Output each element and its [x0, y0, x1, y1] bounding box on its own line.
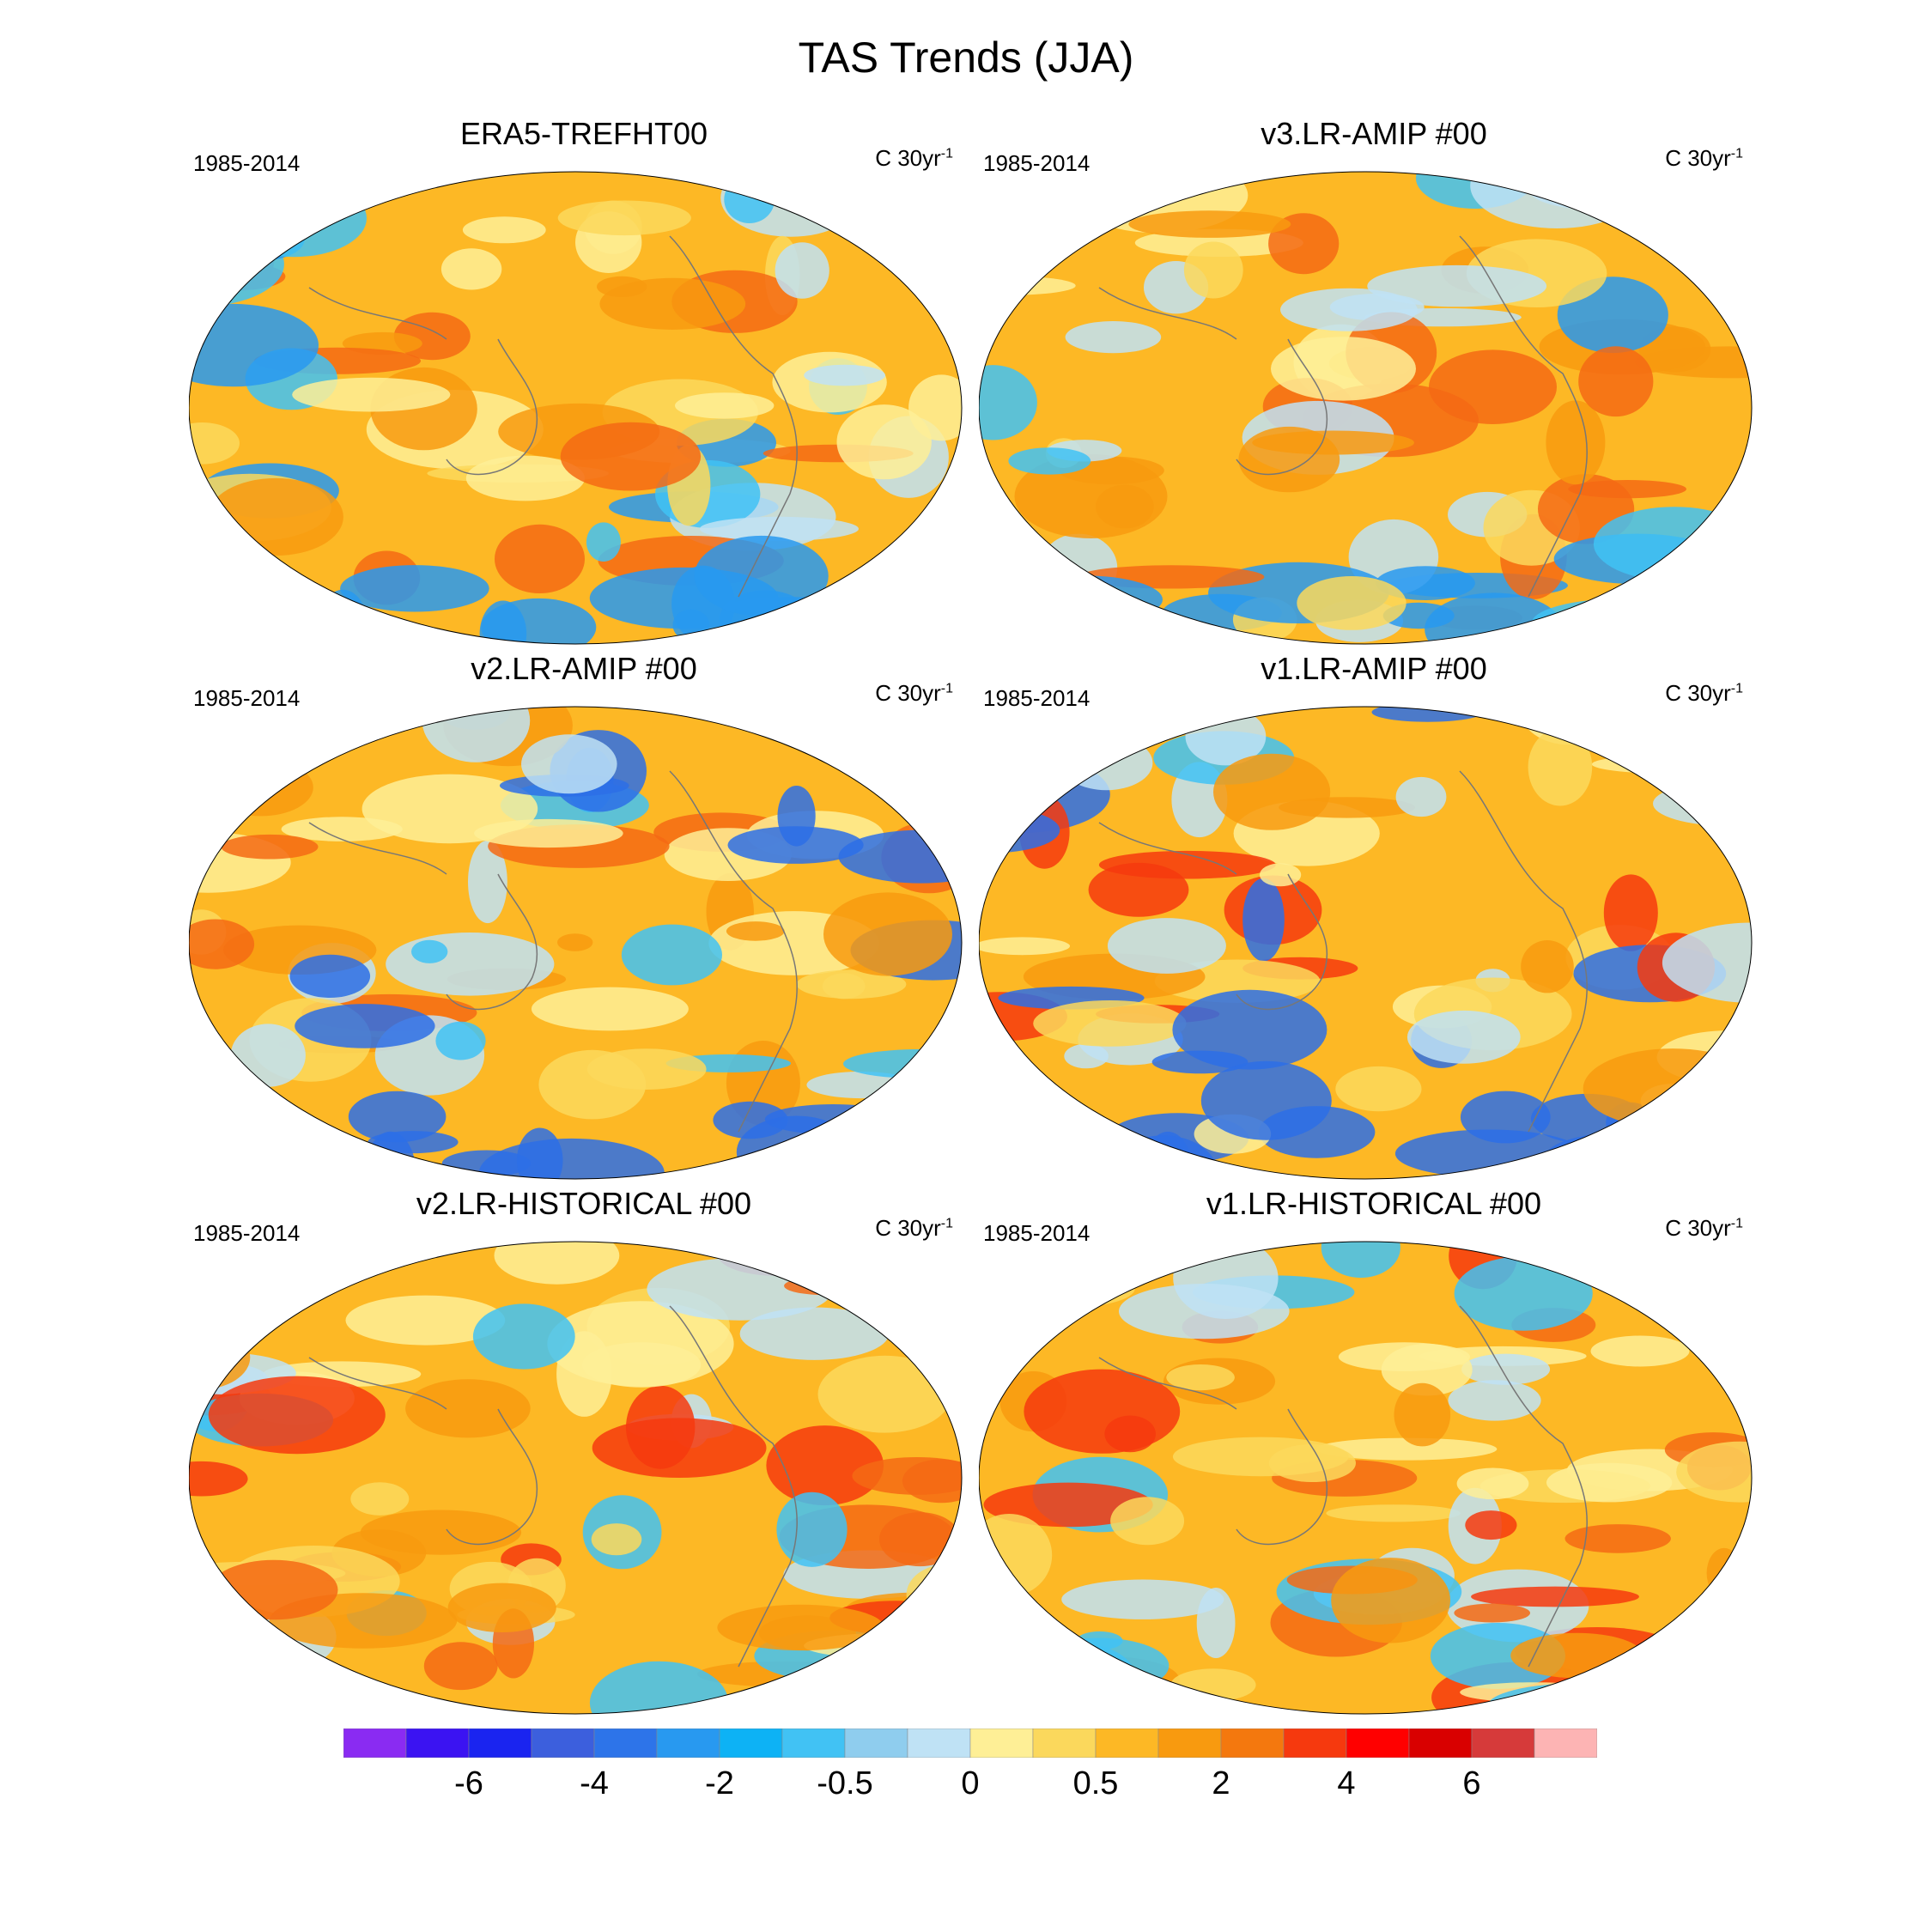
map-plot	[189, 1241, 963, 1715]
panel-units: C 30yr-1	[1665, 680, 1743, 706]
colorbar-tick-label: 2	[1212, 1765, 1230, 1801]
colorbar-swatch	[1471, 1728, 1535, 1758]
colorbar-swatch	[907, 1728, 971, 1758]
colorbar-swatch	[1408, 1728, 1473, 1758]
map-panel-v1-amip: v1.LR-AMIP #00 1985-2014 C 30yr-1	[979, 651, 1769, 1183]
map-panel-v2-historical: v2.LR-HISTORICAL #00 1985-2014 C 30yr-1	[189, 1186, 979, 1718]
colorbar-swatch	[969, 1728, 1034, 1758]
panel-period: 1985-2014	[983, 150, 1091, 176]
panel-period: 1985-2014	[983, 1220, 1091, 1246]
colorbar-swatch	[1157, 1728, 1222, 1758]
panel-title: v1.LR-HISTORICAL #00	[1206, 1186, 1542, 1221]
colorbar-swatch	[844, 1728, 908, 1758]
panel-units: C 30yr-1	[1665, 1215, 1743, 1241]
map-panel-era5: ERA5-TREFHT00 1985-2014 C 30yr-1	[189, 116, 979, 648]
panel-units: C 30yr-1	[1665, 145, 1743, 171]
colorbar-swatch	[1032, 1728, 1097, 1758]
figure-title: TAS Trends (JJA)	[798, 33, 1134, 82]
colorbar-swatch	[781, 1728, 846, 1758]
colorbar-swatch	[343, 1728, 407, 1758]
map-panel-v3-amip: v3.LR-AMIP #00 1985-2014 C 30yr-1	[979, 116, 1769, 648]
colorbar-tick-label: -2	[705, 1765, 734, 1801]
panel-title: v1.LR-AMIP #00	[1261, 651, 1487, 686]
panel-period: 1985-2014	[193, 1220, 301, 1246]
panel-period: 1985-2014	[983, 685, 1091, 711]
colorbar-swatch	[1346, 1728, 1410, 1758]
colorbar-tick-label: 4	[1337, 1765, 1356, 1801]
colorbar-swatch	[468, 1728, 532, 1758]
colorbar-tick-label: -0.5	[817, 1765, 873, 1801]
map-panel-v2-amip: v2.LR-AMIP #00 1985-2014 C 30yr-1	[189, 651, 979, 1183]
map-panel-v1-historical: v1.LR-HISTORICAL #00 1985-2014 C 30yr-1	[979, 1186, 1769, 1718]
colorbar-swatch	[719, 1728, 783, 1758]
map-plot	[979, 171, 1753, 645]
colorbar-tick-label: 0	[961, 1765, 980, 1801]
colorbar-swatch	[1220, 1728, 1285, 1758]
panel-title: ERA5-TREFHT00	[459, 116, 708, 151]
colorbar-swatch	[1283, 1728, 1347, 1758]
colorbar-swatch	[1095, 1728, 1159, 1758]
colorbar-swatch	[405, 1728, 470, 1758]
panel-title: v2.LR-HISTORICAL #00	[416, 1186, 752, 1221]
colorbar-swatch	[531, 1728, 595, 1758]
colorbar-swatch	[593, 1728, 658, 1758]
colorbar	[343, 1728, 1597, 1758]
colorbar-swatch	[656, 1728, 720, 1758]
map-plot	[979, 706, 1753, 1180]
panel-units: C 30yr-1	[875, 145, 953, 171]
colorbar-swatch	[1534, 1728, 1597, 1758]
panel-title: v2.LR-AMIP #00	[471, 651, 697, 686]
colorbar-tick-label: 0.5	[1072, 1765, 1119, 1801]
map-plot	[979, 1241, 1753, 1715]
panel-units: C 30yr-1	[875, 680, 953, 706]
panel-period: 1985-2014	[193, 150, 301, 176]
panel-title: v3.LR-AMIP #00	[1261, 116, 1487, 151]
colorbar-tick-label: -6	[454, 1765, 483, 1801]
map-plot	[189, 706, 963, 1180]
panel-units: C 30yr-1	[875, 1215, 953, 1241]
colorbar-tick-label: -4	[580, 1765, 609, 1801]
map-plot	[189, 171, 963, 645]
panel-period: 1985-2014	[193, 685, 301, 711]
colorbar-tick-label: 6	[1462, 1765, 1481, 1801]
